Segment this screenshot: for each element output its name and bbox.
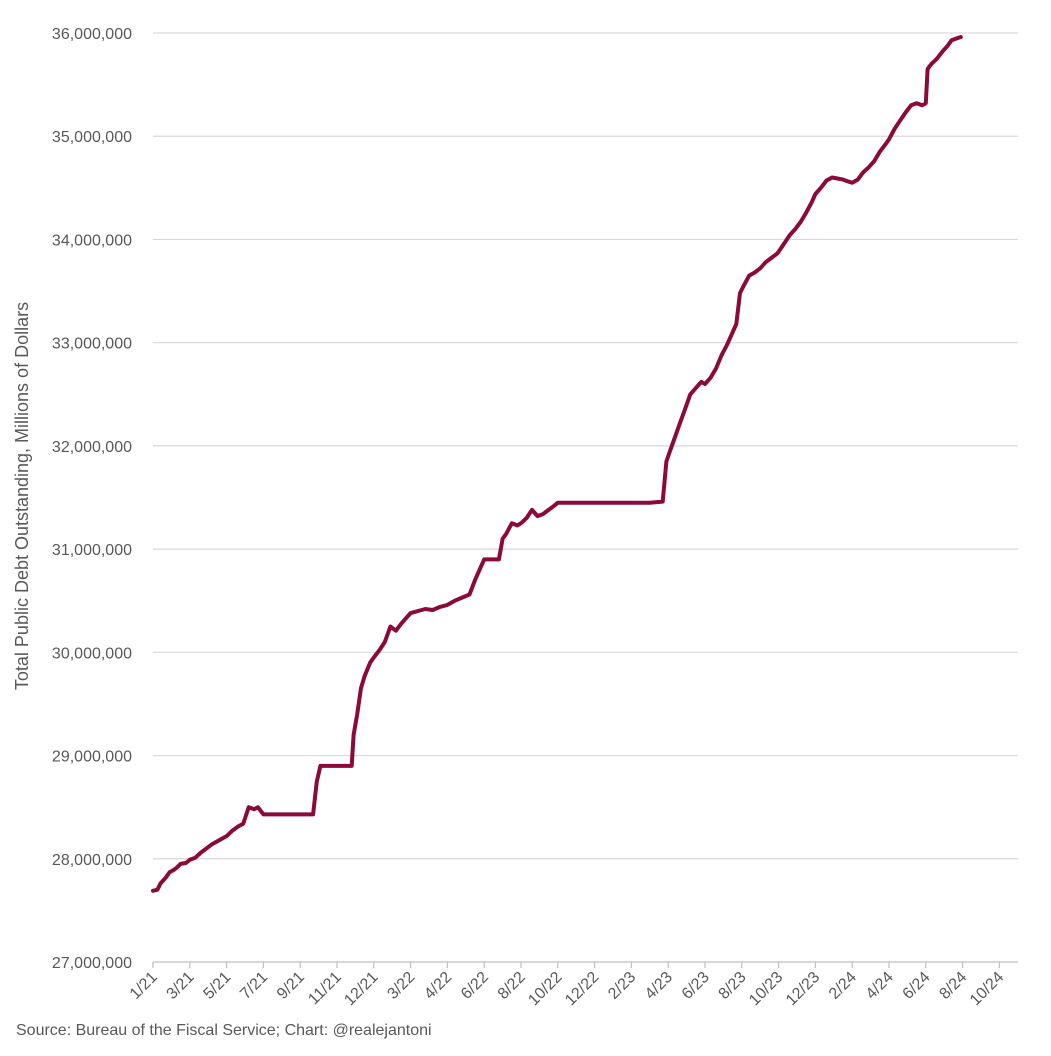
x-tick-label: 7/21 (237, 969, 271, 1003)
x-tick-label: 4/23 (642, 969, 676, 1003)
x-tick-label: 10/24 (967, 969, 1007, 1009)
x-tick-label: 2/23 (605, 969, 639, 1003)
y-tick-label: 27,000,000 (52, 955, 132, 972)
x-tick-label: 5/21 (200, 969, 234, 1003)
x-tick-label: 4/22 (421, 969, 455, 1003)
x-tick-label: 3/21 (164, 969, 198, 1003)
x-tick-label: 8/23 (716, 969, 750, 1003)
x-tick-label: 9/21 (274, 969, 308, 1003)
x-tick-label: 6/24 (900, 969, 934, 1003)
y-tick-label: 36,000,000 (52, 26, 132, 43)
y-tick-label: 32,000,000 (52, 439, 132, 456)
y-tick-label: 31,000,000 (52, 542, 132, 559)
y-tick-label: 28,000,000 (52, 852, 132, 869)
x-tick-label: 8/24 (936, 969, 970, 1003)
x-tick-label: 6/23 (679, 969, 713, 1003)
grid-layer (153, 32, 1018, 860)
y-tick-label: 35,000,000 (52, 129, 132, 146)
series-line-0 (151, 35, 963, 893)
y-tick-label: 33,000,000 (52, 336, 132, 353)
x-tick-label: 12/21 (341, 969, 381, 1009)
y-tick-label: 30,000,000 (52, 645, 132, 662)
x-tick-label: 4/24 (863, 969, 897, 1003)
x-tick-label: 8/22 (495, 969, 529, 1003)
x-tick-label: 10/23 (746, 969, 786, 1009)
y-tick-label: 29,000,000 (52, 749, 132, 766)
x-tick-label: 10/22 (525, 969, 565, 1009)
y-tick-label: 34,000,000 (52, 232, 132, 249)
x-tick-label: 1/21 (127, 969, 161, 1003)
x-tick-label: 3/22 (384, 969, 418, 1003)
x-tick-label: 12/22 (562, 969, 602, 1009)
axis-layer: 27,000,000 28,000,000 29,000,000 30,000,000… (52, 26, 1018, 1009)
source-note: Source: Bureau of the Fiscal Service; Ch… (16, 1022, 432, 1039)
y-axis-label: Total Public Debt Outstanding, Millions … (12, 302, 32, 690)
x-tick-label: 11/21 (305, 969, 345, 1009)
x-tick-label: 2/24 (826, 969, 860, 1003)
series-layer (151, 35, 963, 893)
x-tick-label: 6/22 (458, 969, 492, 1003)
x-tick-label: 12/23 (783, 969, 823, 1009)
